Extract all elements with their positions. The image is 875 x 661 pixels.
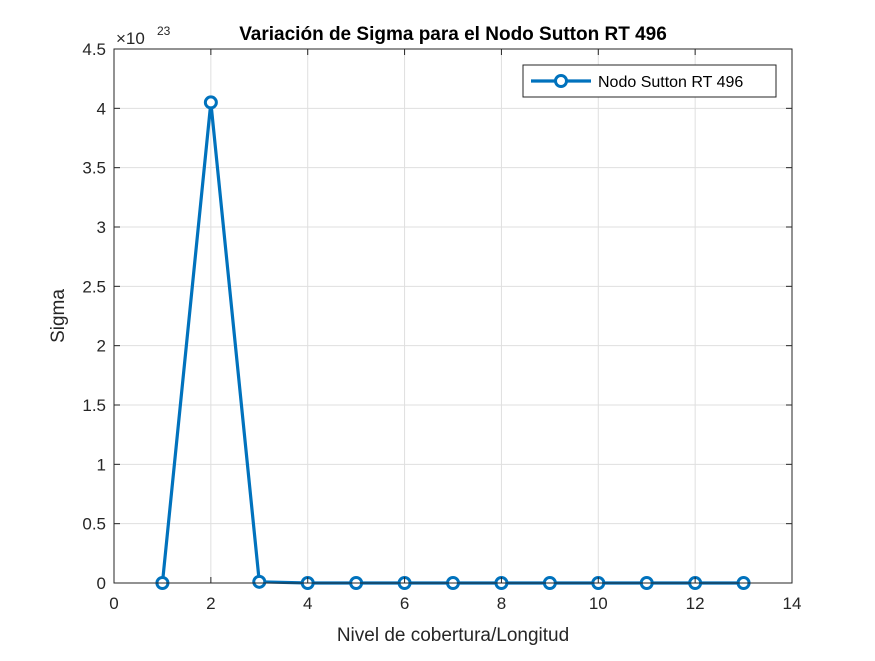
x-tick-label: 6 (400, 594, 409, 613)
y-tick-label: 1.5 (82, 396, 106, 415)
axes-box (113, 48, 793, 584)
x-tick-label: 12 (686, 594, 705, 613)
legend-entry-label: Nodo Sutton RT 496 (598, 74, 743, 91)
chart-title: Variación de Sigma para el Nodo Sutton R… (239, 24, 667, 45)
exponent-base: ×10 (116, 29, 145, 48)
x-tick-label: 2 (206, 594, 215, 613)
x-tick-label: 4 (303, 594, 312, 613)
data-point-marker (252, 574, 267, 589)
data-point-marker (203, 95, 218, 110)
y-axis-title: Sigma (48, 289, 69, 343)
y-tick-label: 1 (97, 455, 106, 474)
y-tick-label: 2.5 (82, 277, 106, 296)
exponent-power: 23 (157, 24, 171, 38)
y-tick-label: 3.5 (82, 159, 106, 178)
y-tick-label: 0.5 (82, 515, 106, 534)
axes (113, 48, 793, 584)
y-tick-label: 2 (97, 337, 106, 356)
x-axis-title: Nivel de cobertura/Longitud (337, 625, 569, 646)
x-tick-label: 8 (497, 594, 506, 613)
x-tick-label: 0 (109, 594, 118, 613)
exponent-label: ×10 23 (116, 24, 171, 48)
legend-marker-sample (554, 74, 568, 88)
plot-area (114, 49, 792, 583)
legend[interactable]: Nodo Sutton RT 496 (522, 64, 777, 98)
y-tick-label: 4.5 (82, 40, 106, 59)
y-tick-label: 0 (97, 574, 106, 593)
tick-labels: 0 2 4 6 8 10 12 14 0 0.5 1 1.5 2 2.5 3 3.5 4 4.5 (82, 40, 801, 613)
x-tick-label: 10 (589, 594, 608, 613)
y-tick-label: 3 (97, 218, 106, 237)
x-tick-label: 14 (783, 594, 802, 613)
y-tick-label: 4 (97, 99, 106, 118)
